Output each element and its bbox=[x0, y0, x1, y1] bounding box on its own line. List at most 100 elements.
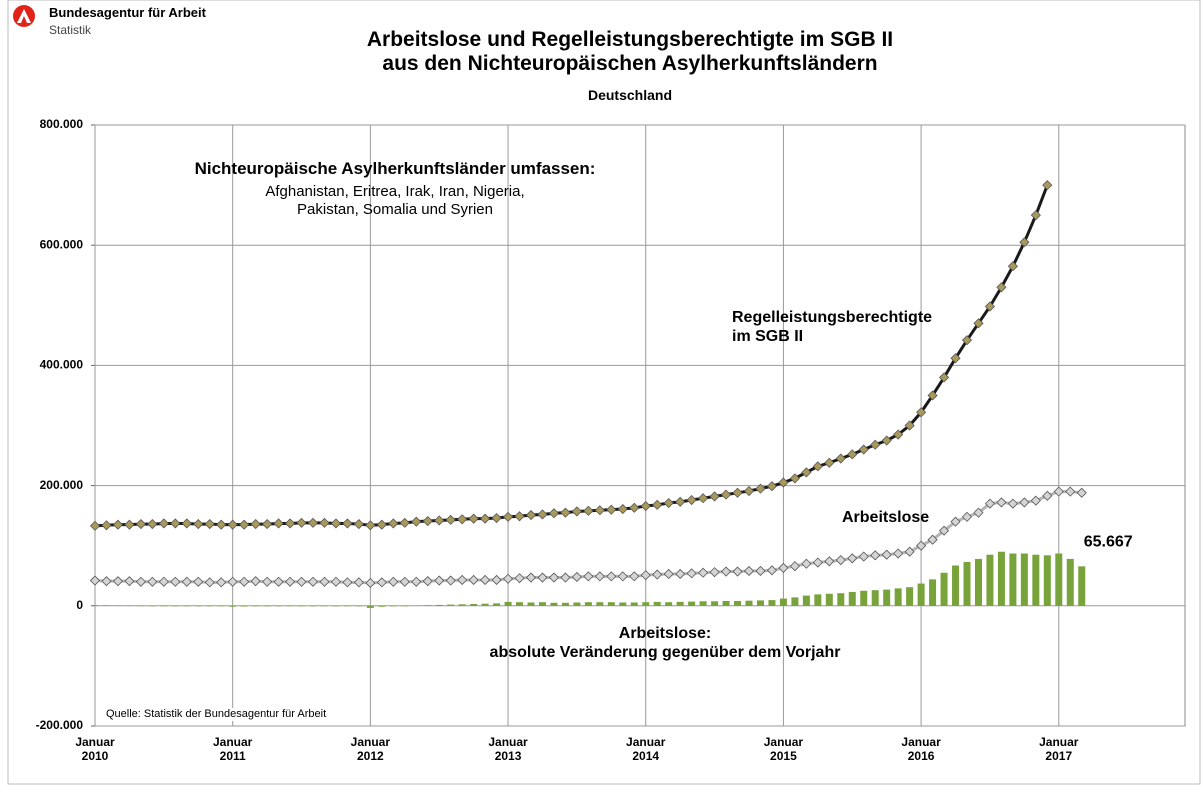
series-label: Arbeitslose bbox=[842, 509, 930, 526]
marker bbox=[778, 477, 789, 488]
bar bbox=[825, 593, 833, 606]
bar bbox=[470, 603, 478, 606]
marker bbox=[307, 576, 319, 587]
bar bbox=[125, 605, 133, 607]
marker bbox=[606, 504, 617, 515]
marker bbox=[961, 511, 973, 522]
marker bbox=[583, 571, 594, 582]
bar bbox=[630, 602, 638, 606]
marker bbox=[732, 566, 743, 577]
marker bbox=[319, 576, 330, 587]
marker bbox=[307, 517, 319, 528]
bar bbox=[929, 579, 937, 606]
marker bbox=[525, 572, 537, 583]
marker bbox=[376, 519, 387, 530]
bar bbox=[401, 605, 409, 607]
marker bbox=[112, 576, 124, 587]
marker bbox=[996, 282, 1007, 293]
marker bbox=[824, 556, 835, 567]
marker bbox=[755, 565, 766, 577]
marker bbox=[560, 507, 571, 518]
marker bbox=[789, 561, 800, 572]
marker bbox=[457, 514, 468, 525]
bar bbox=[642, 602, 650, 606]
bar bbox=[298, 605, 306, 607]
marker bbox=[181, 518, 192, 529]
annotation-text: Afghanistan, Eritrea, Irak, Iran, Nigeri… bbox=[265, 183, 525, 218]
frame bbox=[7, 0, 1201, 785]
marker bbox=[330, 518, 342, 529]
bar bbox=[756, 600, 764, 606]
y-tick-label: 400.000 bbox=[40, 358, 84, 372]
bar bbox=[584, 602, 592, 606]
marker bbox=[135, 576, 146, 587]
y-tick-label: 200.000 bbox=[40, 478, 84, 492]
marker bbox=[296, 576, 307, 587]
bar bbox=[734, 600, 742, 606]
bar bbox=[607, 602, 615, 606]
marker bbox=[881, 549, 892, 560]
marker bbox=[571, 571, 582, 583]
bar bbox=[148, 605, 156, 607]
bar bbox=[665, 602, 673, 606]
marker bbox=[847, 449, 858, 460]
marker bbox=[434, 515, 445, 526]
bar bbox=[504, 601, 512, 606]
marker bbox=[629, 571, 640, 582]
marker bbox=[789, 473, 800, 484]
bar bbox=[389, 605, 397, 607]
marker bbox=[1042, 490, 1053, 501]
marker bbox=[273, 518, 284, 529]
line bbox=[94, 184, 1049, 528]
marker bbox=[147, 576, 158, 587]
marker bbox=[743, 565, 755, 577]
marker bbox=[801, 467, 812, 478]
marker bbox=[239, 576, 250, 587]
marker bbox=[181, 576, 192, 587]
bar bbox=[791, 597, 799, 606]
bar bbox=[963, 561, 971, 606]
marker bbox=[330, 576, 342, 587]
marker bbox=[158, 576, 169, 587]
bar bbox=[952, 565, 960, 606]
marker bbox=[262, 576, 273, 587]
source: Quelle: Statistik der Bundesagentur für … bbox=[103, 708, 330, 722]
marker bbox=[284, 576, 296, 587]
marker bbox=[491, 574, 502, 586]
x-tick-label: Januar 2015 bbox=[763, 735, 804, 764]
bar bbox=[986, 554, 994, 606]
marker bbox=[170, 518, 181, 529]
marker bbox=[938, 525, 950, 536]
bar bbox=[194, 605, 202, 607]
marker bbox=[250, 576, 261, 587]
marker bbox=[388, 576, 399, 587]
marker bbox=[663, 568, 674, 580]
marker bbox=[273, 576, 284, 587]
bar bbox=[252, 605, 260, 607]
marker bbox=[204, 577, 215, 588]
bar bbox=[412, 605, 420, 606]
bar bbox=[768, 600, 776, 606]
marker bbox=[319, 517, 330, 528]
marker bbox=[893, 429, 904, 440]
marker bbox=[893, 548, 904, 559]
bar bbox=[917, 583, 925, 606]
marker bbox=[537, 509, 548, 520]
bar bbox=[493, 603, 501, 606]
marker bbox=[720, 566, 732, 577]
marker bbox=[640, 500, 651, 512]
marker bbox=[548, 572, 560, 583]
bar bbox=[183, 605, 191, 607]
marker bbox=[480, 513, 491, 524]
x-tick-label: Januar 2014 bbox=[626, 735, 666, 764]
marker bbox=[158, 518, 169, 529]
marker bbox=[950, 516, 961, 527]
marker bbox=[227, 576, 238, 587]
bar bbox=[263, 605, 271, 607]
marker bbox=[617, 503, 628, 515]
marker bbox=[457, 574, 468, 586]
marker bbox=[388, 518, 399, 529]
bar bbox=[688, 601, 696, 606]
marker bbox=[675, 496, 686, 507]
logo-glyph bbox=[17, 9, 31, 23]
